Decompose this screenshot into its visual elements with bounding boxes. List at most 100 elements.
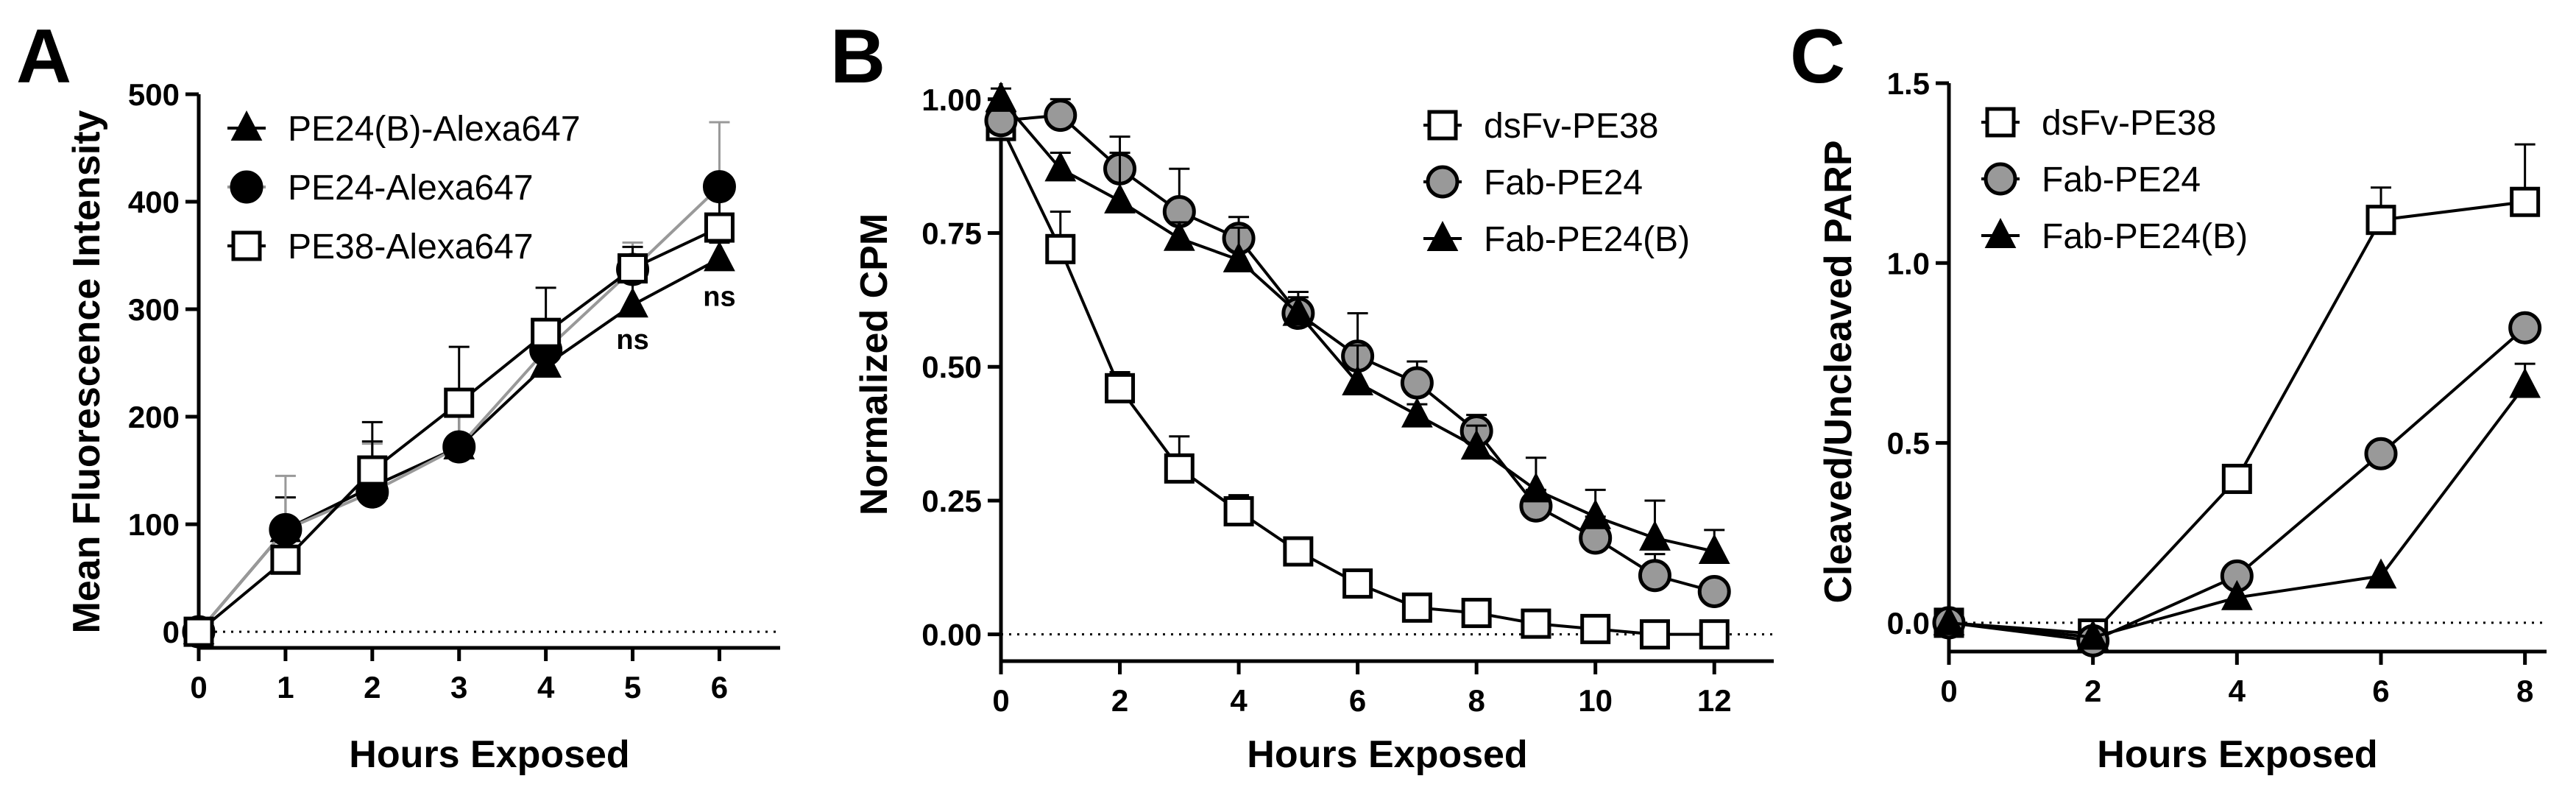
panel-c-series-fab-pe24-b-point [2077, 619, 2109, 650]
panel-c-series-fab-pe24-point [2364, 437, 2398, 470]
panel-b-series-fab-pe24-point [1697, 575, 1731, 609]
panel-b-series-fab-pe24-b-point [1520, 472, 1552, 503]
panel-c-series-dsfv-pe38-legend-label: dsFv-PE38 [2042, 104, 2216, 143]
panel-c-series-dsfv-pe38-legend-marker [1985, 107, 2016, 138]
panel-a-y-tick-label: 0 [163, 615, 180, 649]
panel-b-x-axis-title: Hours Exposed [1247, 733, 1527, 776]
panel-a-y-tick-label: 400 [128, 185, 180, 219]
panel-b-series-dsfv-pe38-point [1105, 373, 1136, 403]
panel-c-y-tick-label: 0.0 [1887, 606, 1930, 641]
panel-a-y-tick-label: 300 [128, 292, 180, 327]
panel-a-series-pe24-alexa647-legend-label: PE24-Alexa647 [288, 169, 534, 208]
panel-letter-c: C [1790, 14, 1845, 99]
panel-c-series-fab-pe24-b-legend-label: Fab-PE24(B) [2042, 217, 2248, 256]
panel-b-series-fab-pe24-b-point [1222, 241, 1255, 272]
panel-b-series-dsfv-pe38-point [1045, 233, 1076, 264]
panel-a-series-pe38-alexa647-point [183, 616, 214, 647]
panel-a-y-tick-label: 200 [128, 400, 180, 434]
panel-b-x-tick-label: 12 [1697, 683, 1732, 718]
panel-b-series-fab-pe24-b-point [1342, 365, 1373, 396]
panel-b-y-tick-label: 0.25 [921, 484, 982, 518]
panel-b-series-fab-pe24-b-legend-marker [1426, 221, 1459, 252]
panel-b-x-tick-label: 10 [1578, 683, 1613, 718]
panel-a-x-tick-label: 5 [624, 670, 641, 705]
panel-a-series-pe24-b-alexa647-legend-marker [230, 110, 263, 141]
panel-c: C Hours Exposed Cleaved/Uncleaved PARP 0… [1790, 14, 2547, 776]
panel-b-series-dsfv-pe38-point [1461, 598, 1492, 629]
panel-a-series-pe38-alexa647-point [531, 317, 562, 348]
panel-b-x-tick-label: 6 [1349, 683, 1366, 718]
panel-c-series-dsfv-pe38-point [2510, 186, 2541, 217]
panel-b-series-fab-pe24-b-point [1044, 151, 1077, 182]
panel-b-series-dsfv-pe38-point [1223, 495, 1254, 526]
panel-a-series-pe38-alexa647-point [444, 387, 475, 418]
panel-b-y-axis-title: Normalized CPM [853, 214, 896, 515]
panel-b-series-dsfv-pe38-point [1283, 536, 1314, 567]
panel-a-series-pe38-alexa647-point [270, 544, 301, 575]
panel-b-series-fab-pe24-point [1638, 559, 1671, 593]
panel-c-series-fab-pe24-point [2508, 311, 2542, 345]
panel-b-series-fab-pe24-legend-marker [1426, 165, 1459, 199]
panel-a-x-tick-label: 1 [277, 670, 294, 705]
panel-c-y-tick-label: 0.5 [1887, 426, 1930, 461]
panel-c-y-tick-label: 1.5 [1887, 66, 1930, 101]
panel-a-series-pe24-alexa647-legend-marker [230, 170, 263, 204]
panel-a-series-pe38-alexa647-point [704, 212, 735, 243]
panel-b-series-fab-pe24-b-point [1104, 183, 1136, 214]
panel-a-x-axis-title: Hours Exposed [349, 733, 629, 776]
panel-b-series-dsfv-pe38-point [1699, 619, 1730, 650]
panel-c-x-tick-label: 8 [2516, 674, 2533, 708]
panel-c-y-axis-title: Cleaved/Uncleaved PARP [1817, 140, 1860, 603]
panel-b-series-dsfv-pe38-point [1342, 568, 1373, 599]
panel-b-series-dsfv-pe38-point [1164, 453, 1195, 484]
panel-b-y-tick-label: 0.75 [921, 216, 982, 251]
panel-b-series-fab-pe24-b-point [985, 81, 1017, 112]
panel-a-x-tick-label: 2 [364, 670, 381, 705]
panel-c-y-tick-label: 1.0 [1887, 246, 1930, 280]
panel-a-y-tick-label: 100 [128, 507, 180, 542]
panel-a-series-pe38-alexa647-point [618, 253, 648, 284]
panel-b-series-fab-pe24-legend-label: Fab-PE24 [1484, 163, 1643, 202]
panel-b-series-dsfv-pe38-point [1580, 613, 1611, 644]
panel-a-x-tick-label: 6 [711, 670, 728, 705]
panel-b-series-fab-pe24-b-point [1698, 534, 1730, 565]
panel-a-series-pe24-alexa647-point [442, 430, 476, 464]
panel-b-series-fab-pe24-b-legend-label: Fab-PE24(B) [1484, 220, 1690, 259]
panel-b-series-fab-pe24-b-point [1163, 220, 1195, 251]
panel-a-annotation-ns: ns [616, 325, 648, 356]
panel-a-series-pe38-alexa647-legend-label: PE38-Alexa647 [288, 227, 534, 267]
panel-b-x-tick-label: 4 [1230, 683, 1248, 718]
panel-b-y-tick-label: 0.50 [921, 350, 982, 384]
panel-c-series-fab-pe24-b-point [2509, 367, 2541, 398]
panel-a-annotation-ns: ns [703, 282, 735, 313]
panel-c-series-fab-pe24-b-legend-marker [1984, 218, 2017, 249]
panel-c-series-dsfv-pe38-point [2366, 205, 2396, 236]
panel-b-series-fab-pe24-b-point [1460, 429, 1493, 460]
panel-a-x-tick-label: 4 [537, 670, 555, 705]
panel-b-series-dsfv-pe38-point [1639, 619, 1670, 650]
panel-b-y-tick-label: 0.00 [921, 618, 982, 652]
panel-b-x-tick-label: 2 [1111, 683, 1128, 718]
panel-a-y-tick-label: 500 [128, 77, 180, 112]
panel-b-series-fab-pe24-point [1400, 366, 1434, 400]
panel-b: B Hours Exposed Normalized CPM 0.00 0.25 0… [830, 14, 1774, 776]
panel-c-series-dsfv-pe38-point [2221, 463, 2252, 494]
panel-a-series-pe24-b-alexa647-point [617, 287, 648, 318]
panel-c-series-fab-pe24-b-point [2221, 579, 2253, 610]
panel-b-series-dsfv-pe38-legend-marker [1427, 110, 1458, 141]
panel-c-x-tick-label: 0 [1940, 674, 1957, 708]
panel-b-y-tick-label: 1.00 [921, 82, 982, 117]
panel-a-x-tick-label: 3 [450, 670, 467, 705]
panel-c-x-tick-label: 2 [2084, 674, 2101, 708]
panel-b-series-fab-pe24-b-point [1282, 295, 1314, 326]
panel-b-series-dsfv-pe38-legend-label: dsFv-PE38 [1484, 107, 1658, 146]
panel-c-series-fab-pe24-legend-label: Fab-PE24 [2042, 160, 2201, 200]
panel-b-series-fab-pe24-b-point [1639, 520, 1671, 551]
panel-c-x-tick-label: 6 [2372, 674, 2389, 708]
panel-a: A Hours Exposed Mean Fluorescence Intens… [16, 14, 780, 776]
panel-a-series-pe24-b-alexa647-legend-label: PE24(B)-Alexa647 [288, 110, 581, 149]
panel-b-series-dsfv-pe38-point [1401, 592, 1432, 623]
panel-b-series-dsfv-pe38-point [1521, 608, 1551, 639]
